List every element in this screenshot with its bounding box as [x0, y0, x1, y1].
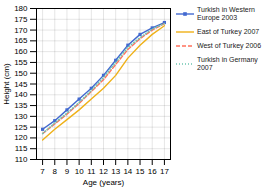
svg-text:160: 160: [14, 47, 28, 56]
svg-text:12: 12: [99, 167, 108, 176]
svg-text:9: 9: [65, 167, 70, 176]
svg-text:125: 125: [14, 123, 28, 132]
svg-text:110: 110: [15, 155, 28, 164]
html-text:West of Turkey 2006: West of Turkey 2006: [197, 42, 262, 50]
svg-text:Age (years): Age (years): [83, 178, 125, 187]
svg-text:175: 175: [14, 15, 28, 24]
svg-text:13: 13: [111, 167, 120, 176]
svg-text:135: 135: [14, 101, 28, 110]
svg-text:180: 180: [14, 4, 28, 13]
html-text:Turkish in Western Europe 2003: Turkish in Western Europe 2003: [197, 6, 255, 21]
svg-text:165: 165: [14, 36, 28, 45]
html-text:Turkish in Germany 2007: Turkish in Germany 2007: [197, 56, 258, 72]
svg-text:145: 145: [14, 80, 28, 89]
svg-text:8: 8: [53, 167, 58, 176]
svg-text:17: 17: [160, 167, 169, 176]
svg-text:7: 7: [40, 167, 45, 176]
svg-text:150: 150: [14, 69, 28, 78]
html-text:East of Turkey 2007: East of Turkey 2007: [197, 28, 260, 36]
svg-text:170: 170: [14, 26, 28, 35]
svg-text:14: 14: [123, 167, 132, 176]
svg-text:Height (cm): Height (cm): [2, 63, 11, 105]
svg-text:120: 120: [14, 133, 28, 142]
svg-text:10: 10: [75, 167, 84, 176]
svg-text:15: 15: [136, 167, 145, 176]
svg-text:115: 115: [15, 144, 28, 153]
svg-text:16: 16: [148, 167, 157, 176]
svg-text:140: 140: [14, 90, 28, 99]
svg-text:130: 130: [14, 112, 28, 121]
svg-text:155: 155: [14, 58, 28, 67]
svg-text:11: 11: [87, 167, 96, 176]
